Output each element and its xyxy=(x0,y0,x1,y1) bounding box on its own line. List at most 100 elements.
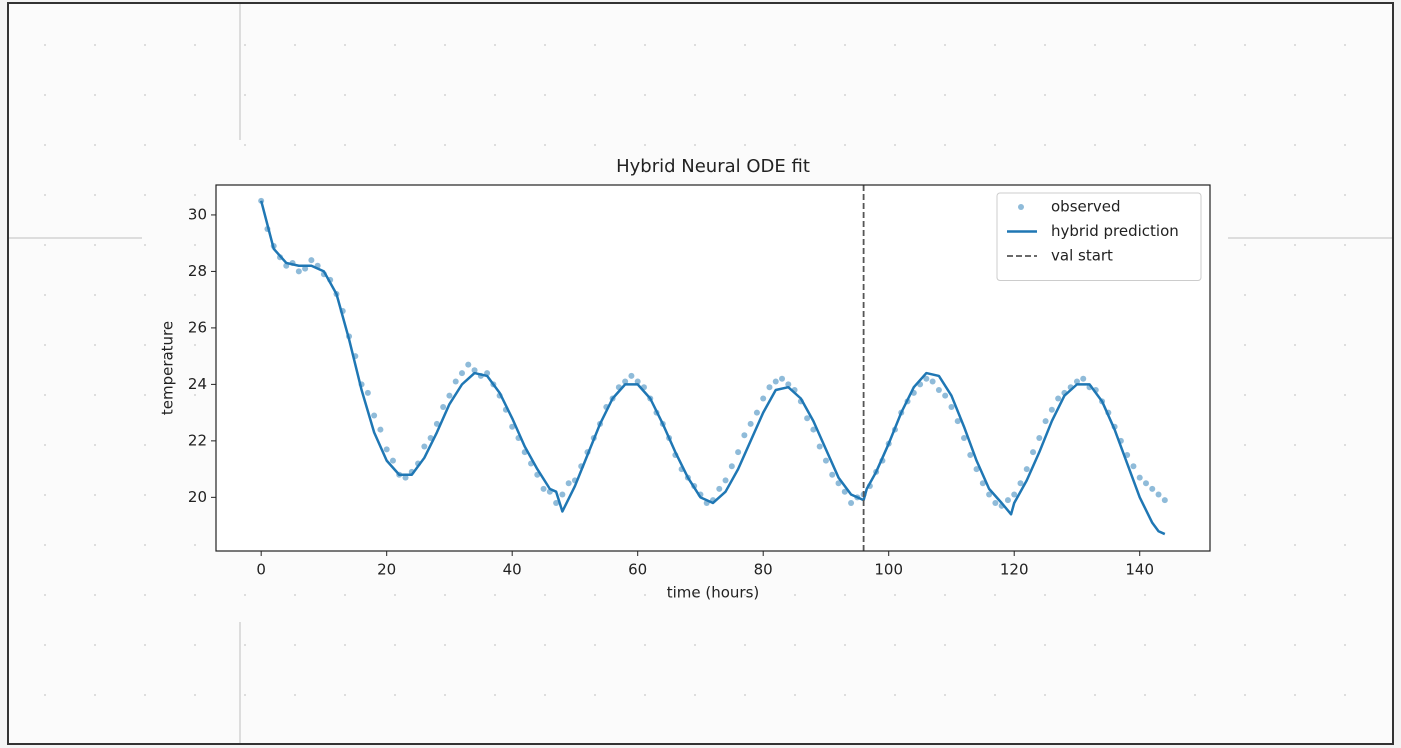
data-point xyxy=(1017,480,1024,487)
data-point xyxy=(377,426,384,433)
data-point xyxy=(948,403,955,410)
data-point xyxy=(992,499,999,506)
data-point xyxy=(986,491,993,498)
data-point xyxy=(747,420,754,427)
data-point xyxy=(829,471,836,478)
data-point xyxy=(1149,485,1156,492)
data-point xyxy=(1011,491,1018,498)
data-point xyxy=(923,375,930,382)
x-axis-label: time (hours) xyxy=(667,584,760,602)
line xyxy=(259,200,1166,536)
data-point xyxy=(1030,449,1037,456)
data-point xyxy=(1042,418,1049,425)
x-tick-label: 120 xyxy=(1000,561,1029,579)
data-point xyxy=(1023,466,1030,473)
data-point xyxy=(383,446,390,453)
y-axis-label: temperature xyxy=(159,321,177,415)
chart-title: Hybrid Neural ODE fit xyxy=(616,156,810,177)
data-point xyxy=(1130,463,1137,470)
legend-label: observed xyxy=(1051,198,1121,216)
data-point xyxy=(735,449,742,456)
data-point xyxy=(1161,497,1168,504)
data-point xyxy=(772,378,779,385)
data-point xyxy=(822,457,829,464)
data-point xyxy=(954,418,961,425)
axes-frame xyxy=(215,184,1211,552)
data-point xyxy=(1142,480,1149,487)
data-point xyxy=(364,389,371,396)
legend-box xyxy=(996,192,1202,281)
data-point xyxy=(1136,474,1143,481)
data-point xyxy=(540,485,547,492)
legend-marker xyxy=(1018,204,1024,210)
data-point xyxy=(302,265,309,272)
y-tick-label: 20 xyxy=(188,488,207,506)
y-tick-label: 26 xyxy=(188,318,207,336)
data-point xyxy=(440,403,447,410)
data-point xyxy=(1048,406,1055,413)
x-tick-label: 40 xyxy=(503,561,522,579)
x-tick-label: 60 xyxy=(628,561,647,579)
data-point xyxy=(295,268,302,275)
data-point xyxy=(634,378,641,385)
data-point xyxy=(628,372,635,379)
data-point xyxy=(979,480,986,487)
data-point xyxy=(465,361,472,368)
data-point xyxy=(961,435,968,442)
marks xyxy=(258,185,1168,551)
data-point xyxy=(389,457,396,464)
data-point xyxy=(835,480,842,487)
data-point xyxy=(848,499,855,506)
data-point xyxy=(421,443,428,450)
data-point xyxy=(559,491,566,498)
legend-label: hybrid prediction xyxy=(1051,222,1179,240)
data-point xyxy=(452,378,459,385)
data-point xyxy=(371,412,378,419)
x-tick-label: 140 xyxy=(1125,561,1154,579)
y-tick-label: 24 xyxy=(188,375,207,393)
data-point xyxy=(816,443,823,450)
data-point xyxy=(760,395,767,402)
x-tick-label: 80 xyxy=(754,561,773,579)
data-point xyxy=(929,378,936,385)
data-point xyxy=(565,480,572,487)
data-point xyxy=(622,378,629,385)
data-point xyxy=(1080,375,1087,382)
data-point xyxy=(935,387,942,394)
data-point xyxy=(722,477,729,484)
x-tick-label: 20 xyxy=(377,561,396,579)
data-point xyxy=(446,392,453,399)
data-point xyxy=(509,423,516,430)
x-tick-label: 100 xyxy=(874,561,903,579)
data-point xyxy=(471,367,478,374)
data-point xyxy=(841,488,848,495)
data-point xyxy=(973,466,980,473)
data-point xyxy=(1155,491,1162,498)
y-tick-label: 22 xyxy=(188,431,207,449)
data-point xyxy=(1004,497,1011,504)
data-point xyxy=(1073,378,1080,385)
data-point xyxy=(458,370,465,377)
data-point xyxy=(779,375,786,382)
y-tick-label: 28 xyxy=(188,262,207,280)
data-point xyxy=(810,426,817,433)
data-point xyxy=(716,485,723,492)
data-point xyxy=(804,415,811,422)
data-point xyxy=(1036,435,1043,442)
data-point xyxy=(1055,395,1062,402)
data-point xyxy=(753,409,760,416)
x-tick-label: 0 xyxy=(256,561,266,579)
legend-label: val start xyxy=(1051,247,1113,265)
data-point xyxy=(741,432,748,439)
data-point xyxy=(967,451,974,458)
data-point xyxy=(308,257,315,264)
y-tick-label: 30 xyxy=(188,205,207,223)
data-point xyxy=(553,499,560,506)
data-point xyxy=(402,474,409,481)
data-point xyxy=(728,463,735,470)
data-point xyxy=(942,392,949,399)
legend: observed hybrid prediction val start xyxy=(996,192,1202,281)
data-point xyxy=(785,381,792,388)
